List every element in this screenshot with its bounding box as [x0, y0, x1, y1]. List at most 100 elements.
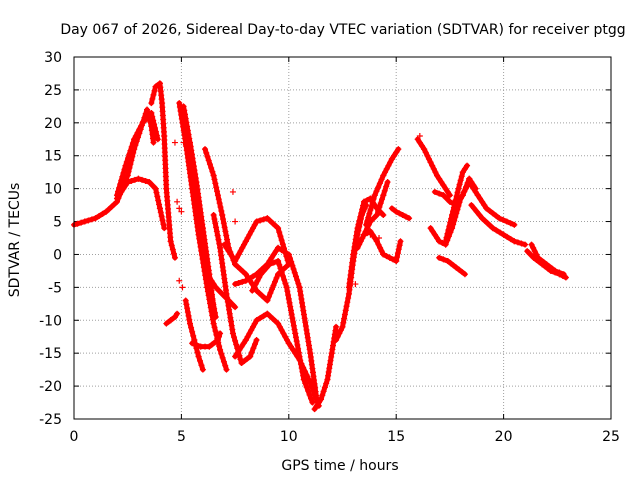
data-point [229, 326, 236, 333]
data-point [379, 196, 386, 203]
series-track-2 [113, 175, 168, 232]
data-point [223, 366, 230, 373]
data-point [289, 262, 296, 269]
data-point [210, 172, 217, 179]
data-point [276, 229, 283, 236]
data-point [74, 220, 81, 227]
data-point [341, 311, 348, 318]
data-point [212, 328, 219, 335]
data-point [323, 380, 330, 387]
y-tick-label: 25 [44, 83, 62, 99]
x-axis-label: GPS time / hours [281, 458, 398, 474]
data-point [193, 341, 200, 348]
data-point [167, 238, 174, 245]
data-point [96, 213, 103, 220]
data-point [135, 175, 142, 182]
data-point [227, 251, 234, 258]
data-point [356, 241, 363, 248]
data-point [180, 103, 187, 110]
data-point [493, 227, 500, 234]
data-point [514, 239, 521, 246]
data-point [278, 237, 285, 244]
data-point [288, 311, 295, 318]
data-point [283, 284, 290, 291]
data-point [300, 372, 307, 379]
data-point [321, 384, 328, 391]
data-point [231, 334, 238, 341]
data-point [373, 238, 380, 245]
data-point [429, 162, 436, 169]
data-point [528, 241, 535, 248]
data-point [208, 277, 215, 284]
data-point [333, 323, 340, 330]
data-point [184, 309, 191, 316]
data-point [195, 353, 202, 360]
data-point [184, 127, 191, 134]
chart-title: Day 067 of 2026, Sidereal Day-to-day VTE… [60, 22, 625, 38]
data-point [226, 310, 233, 317]
y-tick-label: 5 [53, 215, 62, 231]
data-point [279, 241, 286, 248]
data-point [123, 158, 130, 165]
data-point [327, 357, 334, 364]
data-point [454, 206, 461, 213]
data-point [486, 207, 493, 214]
data-point [444, 237, 451, 244]
data-point [139, 176, 146, 183]
y-tick-label: -10 [39, 313, 62, 329]
data-point [300, 376, 307, 383]
series-track-31 [436, 254, 468, 278]
data-point [360, 202, 367, 209]
data-point [221, 241, 228, 248]
data-point [239, 278, 246, 285]
data-point [184, 305, 191, 312]
data-point [233, 254, 240, 261]
data-point [295, 280, 302, 287]
data-point [299, 303, 306, 310]
data-point [385, 162, 392, 169]
data-point [348, 274, 355, 281]
data-point [152, 185, 159, 192]
data-point [239, 244, 246, 251]
data-point [246, 231, 253, 238]
data-point [117, 181, 124, 188]
data-point [360, 231, 367, 238]
data-point [328, 353, 335, 360]
data-point [440, 256, 447, 263]
data-point [332, 327, 339, 334]
data-point [395, 146, 402, 153]
data-point [183, 119, 190, 126]
data-point [150, 139, 157, 146]
data-point [211, 216, 218, 223]
data-point [443, 195, 450, 202]
data-point [306, 342, 313, 349]
data-point [504, 233, 511, 240]
data-point [377, 244, 384, 251]
data-point [456, 181, 463, 188]
data-point [136, 126, 143, 133]
data-point [524, 248, 531, 255]
data-point [282, 280, 289, 287]
data-point [209, 168, 216, 175]
data-point [319, 392, 326, 399]
data-point [342, 307, 349, 314]
data-point [302, 323, 309, 330]
data-point [359, 206, 366, 213]
data-point [339, 323, 346, 330]
data-point [343, 303, 350, 310]
data-point [363, 221, 370, 228]
data-point [393, 258, 400, 265]
data-point [387, 159, 394, 166]
data-point [462, 185, 469, 192]
data-point [278, 327, 285, 334]
data-point [459, 192, 466, 199]
data-point [159, 217, 166, 224]
data-point [191, 167, 198, 174]
data-point [268, 286, 275, 293]
data-point [142, 177, 149, 184]
data-point [149, 182, 156, 189]
data-point [161, 225, 168, 232]
data-point [167, 317, 174, 324]
data-point [223, 290, 230, 297]
